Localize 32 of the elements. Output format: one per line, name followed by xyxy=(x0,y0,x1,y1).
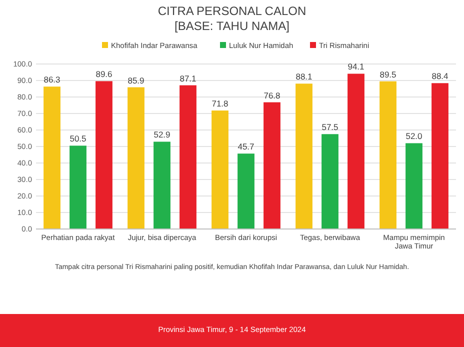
bar xyxy=(96,81,112,229)
data-label: 71.8 xyxy=(212,98,229,109)
data-label: 76.8 xyxy=(264,90,281,100)
data-label: 89.6 xyxy=(96,69,113,80)
bar xyxy=(70,146,86,229)
chart-subtitle: [BASE: TAHU NAMA] xyxy=(174,19,290,33)
data-label: 57.5 xyxy=(322,122,339,132)
bar xyxy=(322,134,338,229)
bar xyxy=(264,102,280,229)
data-label: 85.9 xyxy=(128,75,145,86)
data-label: 86.3 xyxy=(44,74,61,85)
data-label: 52.9 xyxy=(154,130,171,140)
data-label: 87.1 xyxy=(180,73,197,84)
data-label: 94.1 xyxy=(348,62,365,72)
data-label: 89.5 xyxy=(380,69,397,80)
bar xyxy=(348,74,364,229)
bar xyxy=(296,84,312,229)
bar xyxy=(432,83,448,229)
chart-title: CITRA PERSONAL CALON xyxy=(158,4,306,18)
data-label: 45.7 xyxy=(238,142,255,152)
bar xyxy=(212,110,228,229)
data-label: 88.4 xyxy=(432,71,449,82)
data-label: 88.1 xyxy=(296,72,313,82)
bar xyxy=(44,86,60,229)
bar xyxy=(380,81,396,229)
bar xyxy=(406,143,422,229)
bar xyxy=(154,142,170,229)
bar xyxy=(128,87,144,229)
data-label: 52.0 xyxy=(406,131,423,142)
data-label: 50.5 xyxy=(70,134,87,144)
bar xyxy=(180,85,196,229)
bar xyxy=(238,154,254,229)
